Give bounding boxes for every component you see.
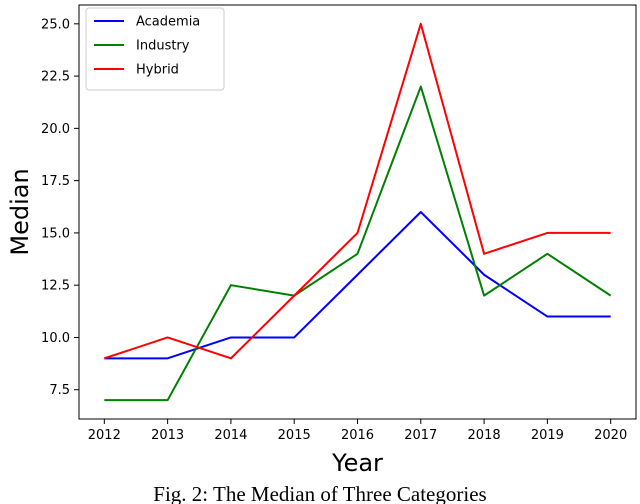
legend-label-industry: Industry bbox=[136, 39, 190, 54]
y-tick-label: 22.5 bbox=[41, 70, 70, 85]
x-axis-label: Year bbox=[331, 449, 383, 477]
y-axis: 7.5 10.0 12.5 15.0 17.5 20.0 22.5 25.0 bbox=[41, 17, 79, 398]
series-group bbox=[104, 22, 612, 402]
x-tick-label: 2016 bbox=[341, 428, 374, 443]
series-line-academia bbox=[104, 211, 611, 360]
x-tick-label: 2014 bbox=[214, 428, 247, 443]
series-line-industry bbox=[104, 85, 612, 402]
y-tick-label: 15.0 bbox=[41, 226, 70, 241]
y-axis-label: Median bbox=[6, 168, 34, 255]
y-tick-label: 20.0 bbox=[41, 122, 70, 137]
x-tick-label: 2019 bbox=[531, 428, 564, 443]
y-tick-label: 12.5 bbox=[41, 279, 70, 294]
x-axis: 2012 2013 2014 2015 2016 2017 2018 2019 2020 bbox=[88, 419, 627, 443]
y-tick-label: 17.5 bbox=[41, 174, 70, 189]
line-chart: 2012 2013 2014 2015 2016 2017 2018 2019 2020 7.5… bbox=[6, 4, 637, 477]
y-tick-label: 7.5 bbox=[49, 383, 70, 398]
series-line-hybrid bbox=[104, 22, 611, 360]
legend-label-hybrid: Hybrid bbox=[136, 63, 179, 78]
x-tick-label: 2020 bbox=[594, 428, 627, 443]
y-tick-label: 25.0 bbox=[41, 17, 70, 32]
x-tick-label: 2018 bbox=[468, 428, 501, 443]
x-tick-label: 2015 bbox=[278, 428, 311, 443]
x-tick-label: 2017 bbox=[404, 428, 437, 443]
legend-label-academia: Academia bbox=[136, 15, 200, 30]
x-tick-label: 2013 bbox=[151, 428, 184, 443]
x-tick-label: 2012 bbox=[88, 428, 121, 443]
figure-caption: Fig. 2: The Median of Three Categories bbox=[153, 482, 487, 504]
legend: Academia Industry Hybrid bbox=[85, 7, 225, 91]
y-tick-label: 10.0 bbox=[41, 331, 70, 346]
